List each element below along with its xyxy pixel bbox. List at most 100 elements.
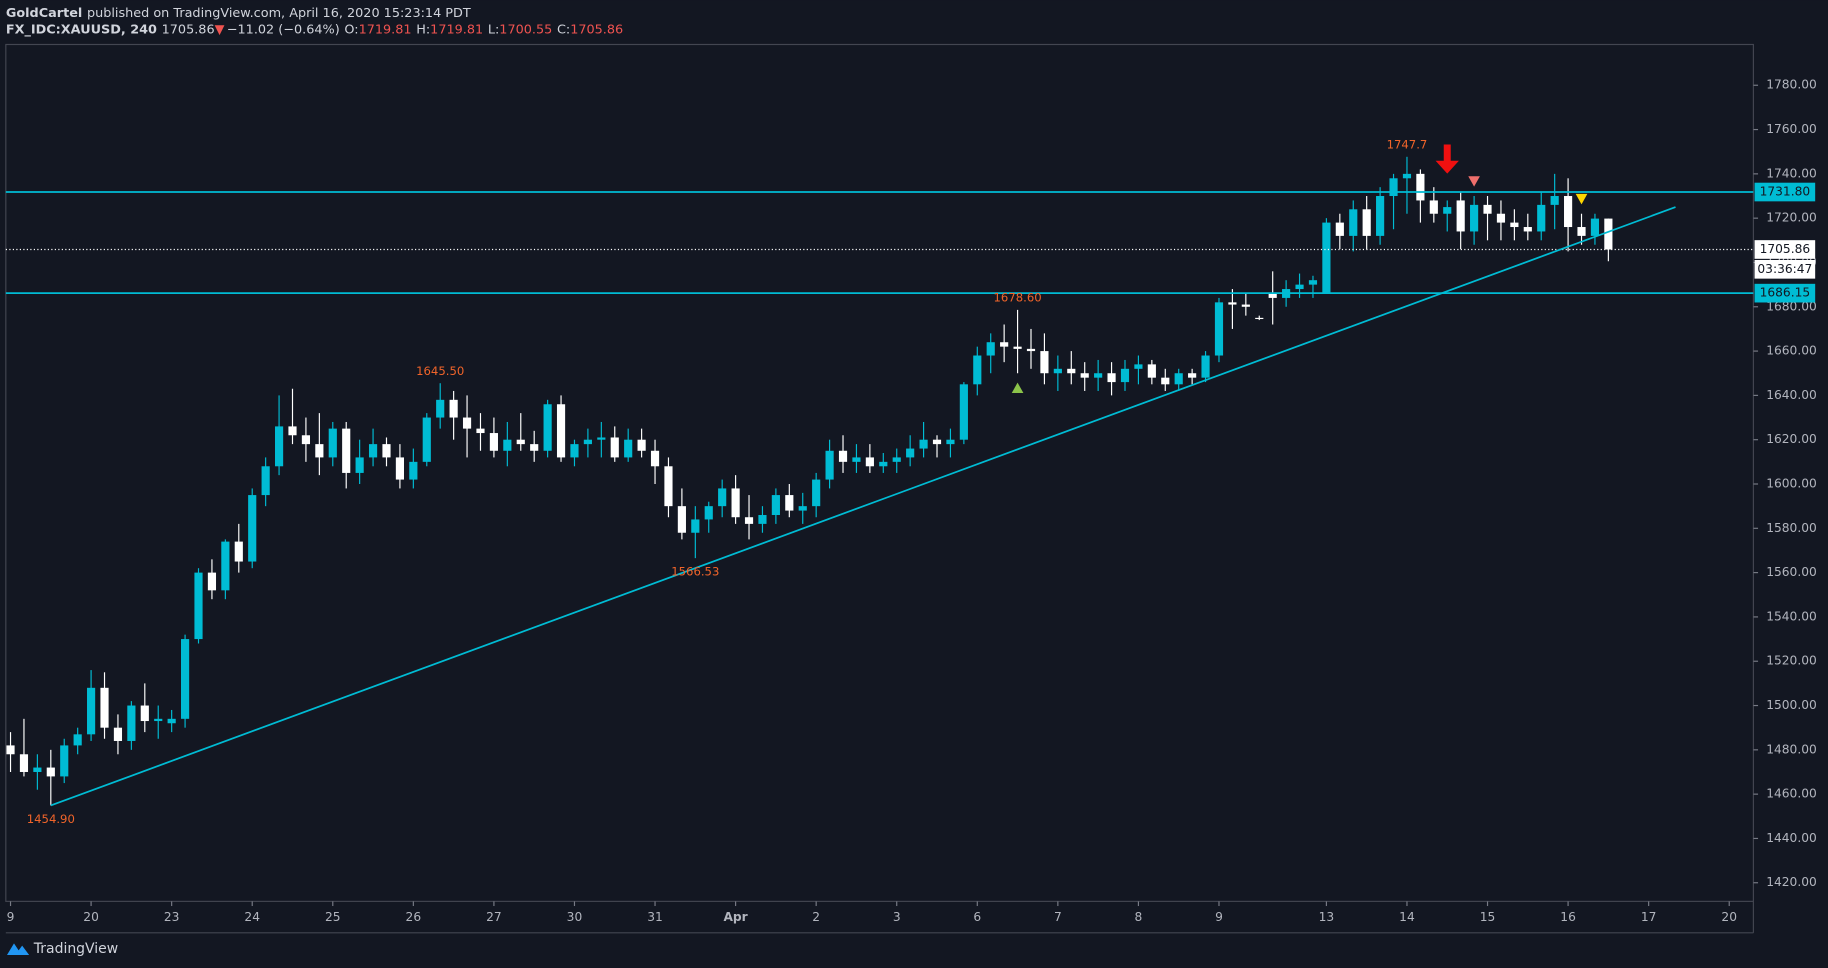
candle-body <box>288 426 297 436</box>
plot-frame <box>5 43 1754 902</box>
candle-body <box>758 515 767 524</box>
candle-body <box>1134 364 1143 369</box>
candle-body <box>1228 302 1237 305</box>
x-tick-label: 20 <box>83 910 99 924</box>
candle-body <box>879 461 888 467</box>
candle-body <box>556 404 566 458</box>
y-tick-label: 1620.00 <box>1766 432 1817 446</box>
candle-body <box>462 417 472 429</box>
x-tick-label: 16 <box>1560 910 1576 924</box>
candle-body <box>825 450 834 480</box>
x-tick-label: 17 <box>1641 910 1657 924</box>
y-tick-label: 1720.00 <box>1766 211 1817 225</box>
candle-body <box>650 450 660 467</box>
candle-body <box>677 506 686 533</box>
candle-body <box>1416 173 1425 201</box>
candle-body <box>167 718 176 724</box>
y-tick-label: 1520.00 <box>1766 654 1817 668</box>
x-tick-label: 23 <box>164 910 180 924</box>
candle-body <box>946 439 955 445</box>
candle-body <box>19 754 29 772</box>
candle-body <box>1147 364 1156 378</box>
high-label: H: <box>416 22 430 37</box>
candle-body <box>932 439 942 445</box>
candle-body <box>221 541 230 591</box>
candle-body <box>181 639 190 719</box>
price-annotation: 1747.7 <box>1387 138 1428 152</box>
last-price: 1705.86 <box>162 22 215 37</box>
level-label-box <box>1754 182 1816 202</box>
candle-body <box>449 399 458 418</box>
price-annotation: 1645.50 <box>416 364 464 378</box>
candle-body <box>1456 200 1465 232</box>
candle-body <box>355 457 364 473</box>
sell-marker <box>1468 176 1480 187</box>
logo-icon <box>6 943 30 955</box>
countdown-box <box>1754 259 1816 279</box>
candle-body <box>274 426 284 467</box>
candle-body <box>1053 368 1062 374</box>
candle-body <box>610 437 619 458</box>
candle-body <box>342 428 351 473</box>
candle-body <box>1443 207 1452 214</box>
y-tick-label: 1780.00 <box>1766 78 1817 92</box>
candle-body <box>852 457 861 462</box>
candle-body <box>1510 222 1519 228</box>
candle-body <box>986 342 995 356</box>
price-annotation: 1454.90 <box>27 812 75 826</box>
x-tick-label: 15 <box>1480 910 1496 924</box>
x-tick-label: 9 <box>7 910 15 924</box>
candle-body <box>718 488 727 507</box>
candle-body <box>1295 284 1304 290</box>
candle-body <box>1322 222 1331 294</box>
candle-body <box>33 767 42 772</box>
candle-body <box>1201 355 1210 378</box>
candle-body <box>154 718 163 722</box>
candle-body <box>1376 196 1385 236</box>
low: 1700.55 <box>499 22 552 37</box>
candle-body <box>60 745 69 777</box>
change-arrow: ▼ <box>215 22 225 37</box>
candle-body <box>194 572 203 640</box>
close: 1705.86 <box>570 22 623 37</box>
open: 1719.81 <box>359 22 412 37</box>
candle-body <box>100 687 109 728</box>
candle-body <box>1470 204 1479 232</box>
published: published on TradingView.com, April 16, … <box>87 6 471 21</box>
candle-body <box>570 444 579 458</box>
candle-body <box>973 355 982 385</box>
candle-body <box>691 519 700 533</box>
candle-body <box>1429 200 1438 214</box>
candle-body <box>597 437 606 440</box>
candle-body <box>892 457 901 462</box>
current-price-box <box>1754 240 1816 259</box>
candle-body <box>1026 348 1036 352</box>
sell-marker <box>1575 193 1588 205</box>
candle-body <box>1402 173 1412 179</box>
x-tick-label: 20 <box>1721 910 1737 924</box>
candle-body <box>664 466 673 507</box>
candle-body <box>1308 280 1318 285</box>
x-tick-label: 3 <box>893 910 901 924</box>
x-tick-label: 13 <box>1319 910 1335 924</box>
candle-body <box>476 428 485 434</box>
x-tick-label: 14 <box>1399 910 1415 924</box>
candle-body <box>1080 373 1089 378</box>
candle-body <box>382 444 391 458</box>
candle-body <box>1523 227 1532 232</box>
candle-body <box>261 466 270 496</box>
x-tick-label: 7 <box>1054 910 1062 924</box>
candle-body <box>1094 373 1103 378</box>
y-tick-label: 1540.00 <box>1766 609 1817 623</box>
candle-body <box>1120 368 1130 383</box>
candle-body <box>1067 368 1076 374</box>
candle-body <box>704 506 713 520</box>
x-tick-label: 30 <box>567 910 583 924</box>
candle-body <box>1188 373 1197 378</box>
x-tick-label: 31 <box>647 910 663 924</box>
candle-body <box>1107 373 1116 383</box>
candle-body <box>1268 293 1277 298</box>
brand: TradingView <box>33 941 118 957</box>
candle-body <box>1161 377 1170 385</box>
